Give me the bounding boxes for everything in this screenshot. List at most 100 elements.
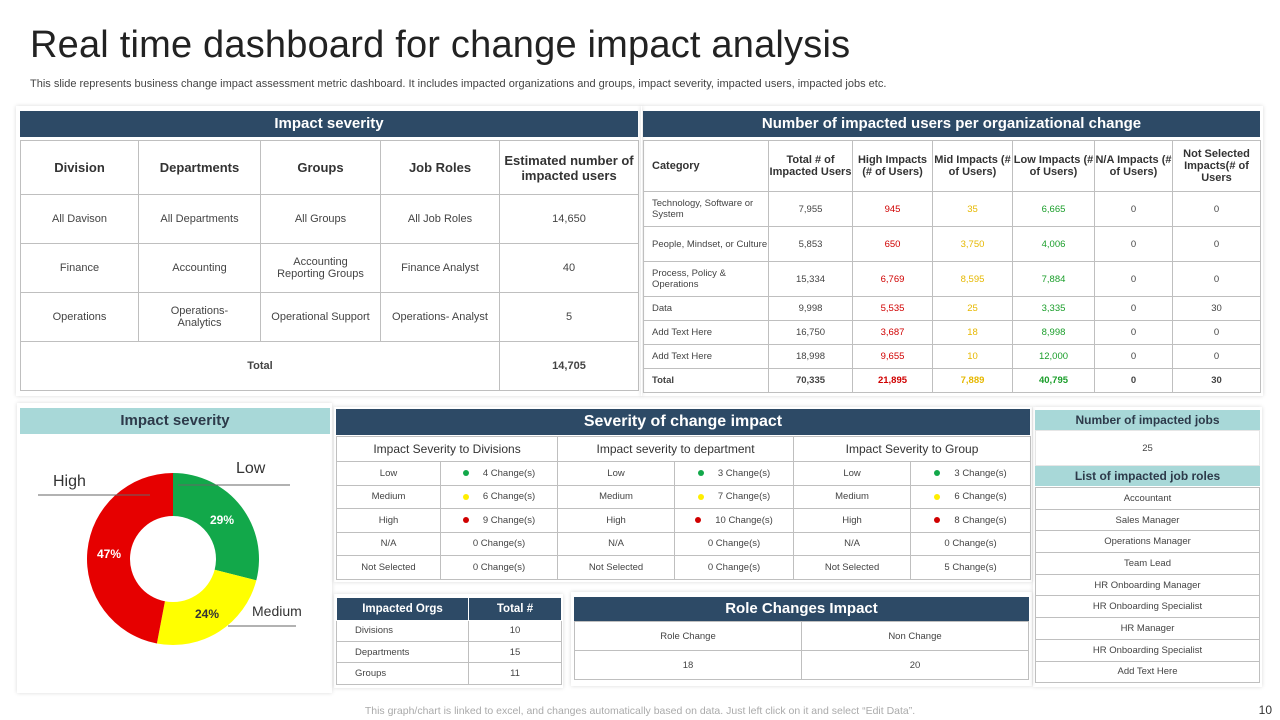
cell: Add Text Here	[643, 344, 769, 369]
cell: Groups	[336, 662, 469, 685]
list-item: HR Manager	[1035, 617, 1260, 640]
users-col-2: High Impacts (# of Users)	[852, 140, 933, 192]
page-title: Real time dashboard for change impact an…	[30, 24, 851, 66]
cell: Operations- Analyst	[380, 292, 500, 342]
change-count: 0 Change(s)	[439, 555, 559, 580]
cell: Accounting	[138, 243, 261, 293]
cell: 650	[852, 226, 933, 262]
cell: 0	[1094, 320, 1173, 345]
cell: 70,335	[768, 368, 853, 393]
severity-level: High	[557, 508, 676, 533]
page-subtitle: This slide represents business change im…	[30, 78, 887, 90]
role-change-label: Role Change	[574, 621, 802, 651]
footer-note: This graph/chart is linked to excel, and…	[364, 705, 916, 717]
severity-level: N/A	[336, 531, 441, 556]
impact-severity-header: Impact severity	[20, 111, 638, 137]
col-total: Total #	[468, 597, 562, 621]
change-count-text: 0 Change(s)	[707, 538, 761, 550]
change-count: 3 Change(s)	[674, 461, 795, 486]
job-role: HR Manager	[1035, 617, 1260, 640]
cell: 3,687	[852, 320, 933, 345]
cell: 15	[468, 640, 562, 664]
donut-chart	[38, 473, 296, 645]
medium-pct: 24%	[195, 607, 220, 621]
cell: 6,665	[1012, 191, 1095, 227]
table-row: Operations Operations- Analytics Operati…	[20, 292, 639, 342]
impacted-jobs-value: 25	[1035, 430, 1260, 466]
col-groups: Groups	[260, 140, 381, 195]
cell: Technology, Software or System	[643, 191, 769, 227]
table-row: Technology, Software or System 7,955 945 35…	[643, 191, 1261, 227]
col-impacted-orgs: Impacted Orgs	[336, 597, 469, 621]
list-item: HR Onboarding Manager	[1035, 573, 1260, 597]
cell: All Job Roles	[380, 194, 500, 244]
change-count-text: 6 Change(s)	[482, 491, 536, 503]
change-count: 0 Change(s)	[910, 531, 1032, 556]
severity-level: High	[336, 508, 441, 533]
cell: 0	[1094, 261, 1173, 297]
cell: 7,889	[932, 368, 1013, 393]
job-roles-header: List of impacted job roles	[1035, 466, 1260, 486]
cell: 945	[852, 191, 933, 227]
change-count: 5 Change(s)	[910, 555, 1032, 580]
cell: 8,998	[1012, 320, 1095, 345]
table-row: Medium 6 Change(s) Medium 7 Change(s) Medium…	[336, 484, 1032, 509]
change-count-text: 0 Change(s)	[472, 538, 526, 550]
donut-header: Impact severity	[20, 408, 330, 434]
job-role: HR Onboarding Specialist	[1035, 595, 1260, 619]
users-table: Category Total # of Impacted Users High Im…	[643, 140, 1261, 393]
cell: 10	[932, 344, 1013, 369]
table-row: Data 9,998 5,535 25 3,335 0 30	[643, 296, 1261, 321]
col-divisions: Impact Severity to Divisions	[335, 436, 559, 462]
severity-level: N/A	[557, 531, 676, 556]
table-row: High 9 Change(s) High 10 Change(s) High 8 Cha…	[336, 508, 1032, 533]
users-col-5: N/A Impacts (# of Users)	[1094, 140, 1173, 192]
status-dot-icon	[697, 470, 704, 477]
job-roles-list: Accountant Sales Manager Operations Manage…	[1035, 487, 1260, 684]
change-count: 7 Change(s)	[674, 484, 795, 509]
cell: All Davison	[20, 194, 139, 244]
change-count: 8 Change(s)	[910, 508, 1032, 533]
users-col-3: Mid Impacts (# of Users)	[932, 140, 1013, 192]
severity-level: N/A	[793, 531, 912, 556]
list-item: Sales Manager	[1035, 508, 1260, 532]
change-count-text: 10 Change(s)	[715, 514, 773, 526]
table-row: People, Mindset, or Culture 5,853 650 3,750…	[643, 226, 1261, 262]
cell: Total	[643, 368, 769, 393]
high-pct: 47%	[97, 547, 122, 561]
cell: 18,998	[768, 344, 853, 369]
cell: 10	[468, 619, 562, 643]
table-row: Add Text Here 16,750 3,687 18 8,998 0 0	[643, 320, 1261, 345]
change-count-text: 0 Change(s)	[944, 538, 997, 550]
table-row: Divisions 10	[336, 619, 562, 643]
users-header: Number of impacted users per organizatio…	[643, 111, 1260, 137]
impacted-jobs-table: 25	[1035, 430, 1260, 466]
cell: 0	[1172, 344, 1261, 369]
severity-level: Not Selected	[793, 555, 912, 580]
users-col-1: Total # of Impacted Users	[768, 140, 853, 192]
cell: 0	[1094, 296, 1173, 321]
cell: 5,853	[768, 226, 853, 262]
job-role: Add Text Here	[1035, 660, 1260, 684]
cell: 16,750	[768, 320, 853, 345]
list-item: HR Onboarding Specialist	[1035, 595, 1260, 619]
medium-label: Medium	[252, 603, 302, 619]
non-change-label: Non Change	[801, 621, 1029, 651]
slice-high	[87, 473, 173, 644]
severity-header: Severity of change impact	[336, 409, 1030, 435]
orgs-table: Impacted Orgs Total # Divisions 10 Depart…	[336, 597, 562, 685]
change-count: 3 Change(s)	[910, 461, 1032, 486]
table-row: Groups 11	[336, 662, 562, 685]
change-count-text: 0 Change(s)	[707, 561, 761, 573]
cell: 5,535	[852, 296, 933, 321]
cell: 0	[1094, 344, 1173, 369]
change-count-text: 3 Change(s)	[717, 467, 771, 479]
severity-level: Low	[557, 461, 676, 486]
table-row: Finance Accounting Accounting Reporting …	[20, 243, 639, 293]
low-pct: 29%	[210, 513, 235, 527]
cell: 30	[1172, 368, 1261, 393]
severity-level: Medium	[793, 484, 912, 509]
cell: Finance	[20, 243, 139, 293]
cell: 9,655	[852, 344, 933, 369]
change-count-text: 4 Change(s)	[482, 467, 536, 479]
